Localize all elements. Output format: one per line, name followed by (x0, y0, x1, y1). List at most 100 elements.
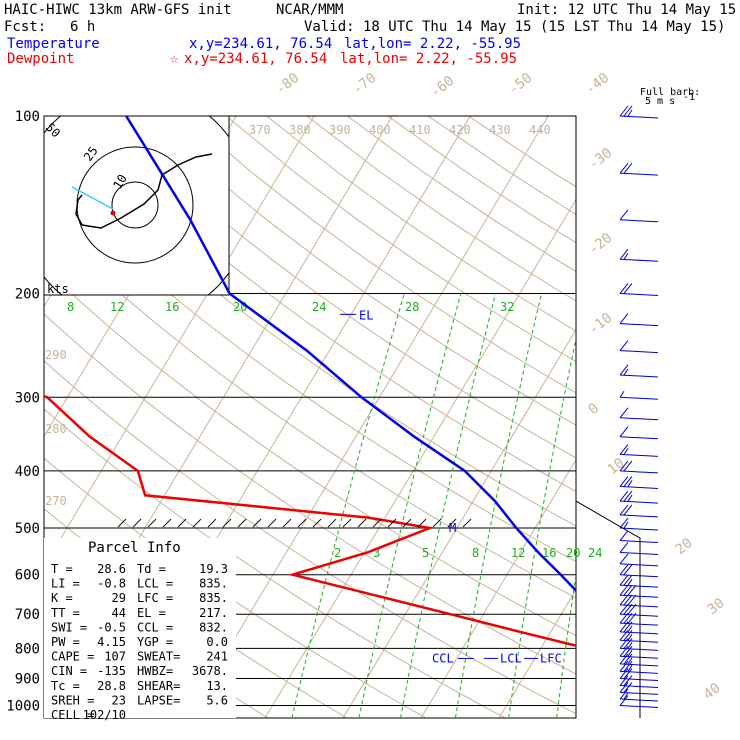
theta-tick-label: 400 (369, 123, 391, 137)
parcel-row-right-value: 19.3 (199, 562, 228, 576)
wind-barb-full (623, 612, 633, 624)
wind-barb-shaft (619, 705, 659, 709)
pressure-tick-label: 100 (15, 109, 40, 125)
parcel-row-left-label: CELL = (51, 708, 94, 722)
parcel-row-left-value: 28.6 (97, 562, 126, 576)
parcel-row-right-label: HWBZ= (137, 664, 173, 678)
parcel-row-left-label: PW = (51, 635, 80, 649)
wind-barb (619, 105, 659, 119)
wind-barb (619, 584, 659, 598)
dry-adiabat-line (44, 135, 576, 527)
parcel-row-right-value: 835. (199, 591, 228, 605)
wind-barb-full (627, 594, 637, 606)
dry-adiabat-line (44, 313, 576, 675)
wind-barb-full (619, 517, 629, 529)
freezing-hatch (387, 518, 397, 528)
wind-barb-full (619, 313, 629, 324)
wind-barb (619, 476, 659, 489)
temperature-latlon: lat,lon= 2.22, -55.95 (344, 36, 521, 52)
mixing-ratio-lower-tick-label: 12 (511, 546, 525, 560)
wind-barb-full (619, 209, 629, 221)
wind-barb-full (619, 504, 629, 516)
wind-barb-shaft (619, 453, 659, 457)
skewed-temp-tick-label: 0 (586, 400, 602, 418)
freezing-hatch (252, 518, 262, 528)
wind-barb-shaft (619, 323, 659, 327)
freezing-hatch (312, 518, 322, 528)
skewed-temp-tick-label: 20 (673, 535, 696, 558)
skewed-temp-tick-label: -80 (273, 70, 303, 98)
parcel-row-right-value: 835. (199, 577, 228, 591)
parcel-row-left-value: -0.8 (97, 577, 126, 591)
freezing-hatch (297, 518, 307, 528)
hodograph-frame (43, 115, 230, 296)
wind-barb-shaft (619, 258, 659, 262)
mixing-ratio-line (681, 294, 728, 719)
wind-barb-half (627, 625, 633, 633)
wind-barb-shaft (619, 540, 659, 544)
wind-barb-full (619, 584, 629, 596)
wind-barb-full (619, 542, 629, 553)
parcel-row-right-value: 217. (199, 606, 228, 620)
pressure-tick-label: 900 (15, 672, 40, 688)
wind-barb-full (623, 105, 633, 117)
lcl-label: LCL (500, 651, 522, 665)
wind-barb (619, 248, 659, 262)
wind-barb-shaft (619, 698, 659, 702)
parcel-row-right-value: 241 (206, 650, 228, 664)
wind-barb-full (623, 584, 633, 596)
hodograph-kts-label: kts (47, 282, 69, 296)
mixing-ratio-lines (291, 293, 728, 719)
mixing-ratio-lower-tick-label: 8 (472, 546, 479, 560)
wind-barb-half (623, 368, 629, 376)
parcel-row-right-label: Td = (137, 562, 166, 576)
wind-barb-full (623, 476, 633, 487)
mixing-ratio-line (400, 293, 497, 718)
wind-barb-shaft (619, 514, 659, 518)
theta-left-tick-label: 280 (45, 422, 67, 436)
skewed-temp-tick-label: -40 (583, 70, 613, 98)
wind-barb (619, 444, 659, 457)
fcst-value: 6 h (70, 19, 95, 35)
freezing-hatch (117, 518, 127, 528)
mixing-ratio-lower-tick-label: 2 (334, 546, 341, 560)
wind-barb-full (623, 661, 633, 672)
parcel-row-right-label: LAPSE= (137, 693, 180, 707)
freezing-hatch (162, 518, 172, 528)
barb-subtitle: 5 m s (645, 96, 675, 107)
wind-barb-full (623, 645, 633, 657)
wind-barb-full (619, 645, 629, 657)
wind-barb-full (627, 612, 637, 624)
dry-adiabat-line (185, 116, 576, 394)
wind-barb-full (619, 490, 629, 502)
freezing-hatch (207, 518, 217, 528)
freezing-hatch (147, 518, 157, 528)
wind-barb-shaft (619, 350, 659, 354)
theta-tick-label: 390 (329, 123, 351, 137)
isotherm-line (44, 116, 315, 568)
wind-barb-full (619, 574, 629, 586)
wind-barb-shaft (619, 527, 659, 531)
mixing-ratio-lower-tick-label: 16 (542, 546, 556, 560)
parcel-row-left-label: SWI = (51, 620, 87, 634)
parcel-row-left-label: Tc = (51, 679, 80, 693)
pressure-tick-label: 500 (15, 521, 40, 537)
dewpoint-legend: Dewpoint (7, 51, 74, 67)
wind-barb-half (623, 692, 629, 700)
panel-boundary (575, 500, 641, 718)
isotherm-lines (44, 116, 576, 718)
wind-barb-full (623, 638, 633, 649)
wind-barb-shaft (619, 374, 659, 378)
pressure-tick-label: 700 (15, 607, 40, 623)
freezing-hatch (222, 518, 232, 528)
wind-barb-full (619, 653, 629, 665)
wind-barb-full (623, 629, 633, 641)
parcel-row-right-label: EL = (137, 606, 166, 620)
wind-barb (619, 668, 659, 682)
parcel-info-title: Parcel Info (88, 540, 181, 556)
freezing-hatch (462, 518, 472, 528)
wind-barb (619, 209, 659, 223)
wind-barb-full (619, 444, 629, 455)
wind-barb (619, 283, 659, 296)
